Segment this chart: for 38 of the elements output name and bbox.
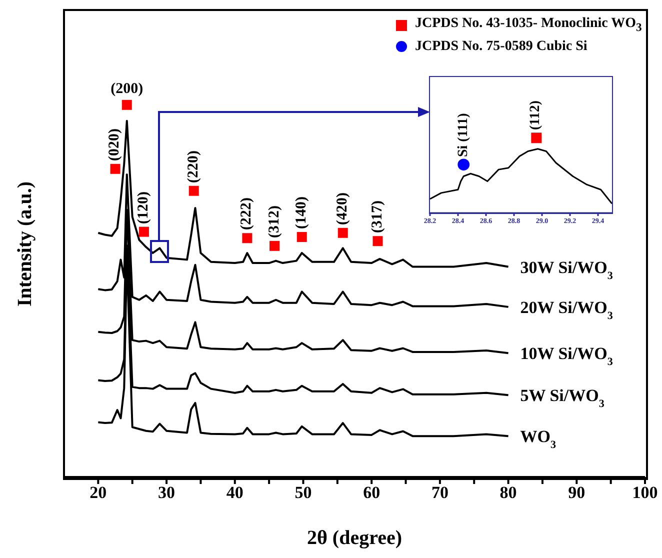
x-tick-label: 90 <box>568 483 586 502</box>
series-label: 10W Si/WO$_{3}$ <box>520 344 614 368</box>
annotation: (200) <box>110 80 144 97</box>
series-label: 30W Si/WO$_{3}$ <box>520 258 614 282</box>
point <box>242 233 252 244</box>
point <box>296 232 307 242</box>
point <box>188 186 199 196</box>
annotation: (020) <box>106 128 123 161</box>
x-tick-label: 50 <box>294 483 312 502</box>
point <box>122 100 132 110</box>
x-tick-label: 40 <box>226 483 244 502</box>
series-label: 5W Si/WO$_{3}$ <box>520 386 605 410</box>
x-tick-label: 70 <box>431 483 448 502</box>
point <box>338 228 348 238</box>
annotation: (222) <box>238 198 255 230</box>
x-tick-label: 80 <box>500 483 517 502</box>
x-tick-label: 100 <box>632 483 658 502</box>
point <box>270 240 280 251</box>
annotation: (317) <box>369 200 386 234</box>
series-label: 20W Si/WO$_{3}$ <box>520 298 614 322</box>
point <box>372 236 383 246</box>
annotation: (112) <box>528 100 544 130</box>
point <box>110 164 120 174</box>
annotation: (312) <box>266 205 282 238</box>
annotation: (140) <box>293 196 310 229</box>
point <box>138 226 149 237</box>
series-label: WO$_{3}$ <box>520 427 557 452</box>
y-axis-title: Intensity (a.u.) <box>14 180 36 306</box>
annotation: (120) <box>135 191 152 224</box>
annotation: (420) <box>334 192 350 225</box>
x-tick-label: 30 <box>158 483 176 502</box>
legend-label: JCPDS No. 75-0589 Cubic Si <box>415 38 588 56</box>
x-axis-title: 2θ (degree) <box>306 527 402 549</box>
legend-label: JCPDS No. 43-1035- Monoclinic WO$_{3}$ <box>415 15 642 36</box>
annotation: Si (111) <box>456 112 471 157</box>
x-tick-label: 20 <box>90 483 107 502</box>
annotation: (220) <box>185 150 202 183</box>
x-tick-label: 60 <box>363 483 380 502</box>
